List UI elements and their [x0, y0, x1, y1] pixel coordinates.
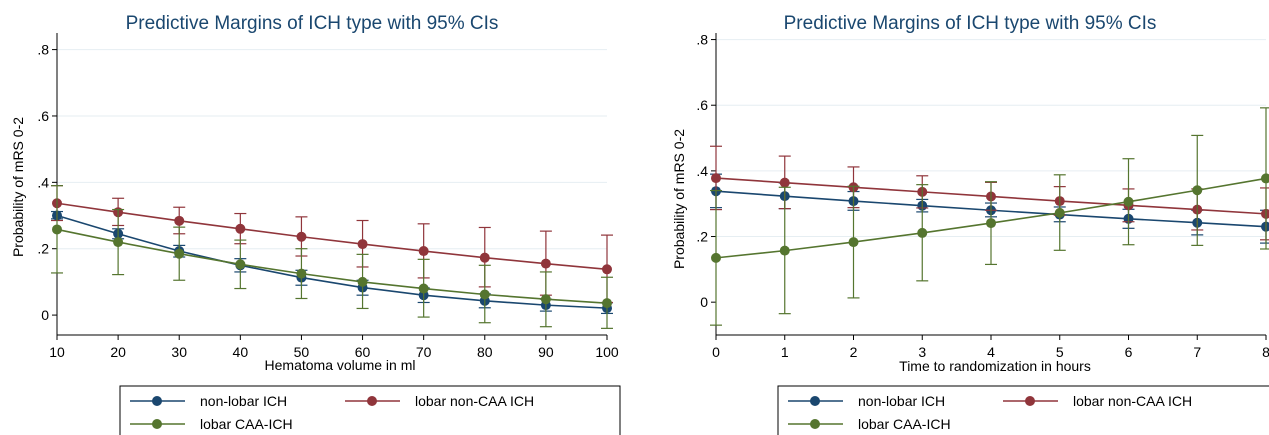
y-tick-label: 0	[700, 294, 708, 310]
data-point	[602, 298, 612, 309]
legend-item: non-lobar ICH	[130, 393, 287, 409]
series-lobar-caa-ich	[710, 107, 1269, 326]
data-point	[296, 268, 307, 279]
x-tick-label: 5	[1056, 344, 1064, 360]
legend-box	[119, 385, 621, 435]
series-line	[56, 228, 608, 304]
data-point	[917, 227, 928, 238]
legend: non-lobar ICH lobar non-CAA ICH lobar CAA-…	[777, 385, 1269, 435]
legend-label: lobar CAA-ICH	[858, 416, 951, 432]
legend-swatch-marker	[367, 396, 377, 406]
chart-title: Predictive Margins of ICH type with 95% …	[784, 13, 1157, 34]
data-point	[113, 237, 124, 248]
data-point	[479, 289, 490, 300]
y-tick-label: .6	[696, 97, 708, 113]
data-point	[779, 245, 790, 256]
series-lobar-non-caa-ich	[710, 145, 1269, 241]
y-tick-label: .4	[696, 163, 708, 179]
data-point	[418, 283, 429, 294]
chart-1: Predictive Margins of ICH type with 95% …	[10, 13, 621, 435]
x-tick-label: 3	[918, 344, 926, 360]
data-point	[235, 223, 246, 234]
x-tick-label: 1	[781, 344, 789, 360]
x-tick-label: 8	[1262, 344, 1269, 360]
y-tick-label: .8	[696, 32, 708, 48]
x-tick-label: 10	[49, 344, 65, 360]
data-point	[711, 173, 721, 184]
data-point	[1054, 207, 1065, 218]
data-point	[479, 252, 490, 263]
legend-swatch-marker	[1025, 396, 1035, 406]
y-axis-label: Probability of mRS 0-2	[671, 129, 687, 269]
data-point	[540, 258, 551, 269]
y-tick-label: .6	[37, 108, 49, 124]
series-lobar-caa-ich	[51, 185, 613, 329]
data-point	[357, 276, 368, 287]
legend-item: non-lobar ICH	[788, 393, 945, 409]
x-tick-label: 7	[1193, 344, 1201, 360]
x-tick-label: 40	[233, 344, 249, 360]
data-point	[1261, 221, 1269, 232]
legend-item: lobar CAA-ICH	[788, 416, 951, 432]
legend-label: lobar CAA-ICH	[200, 416, 293, 432]
legend-box	[777, 385, 1269, 435]
x-axis-label: Time to randomization in hours	[899, 358, 1091, 374]
x-axis-label: Hematoma volume in ml	[265, 357, 416, 373]
legend-label: lobar non-CAA ICH	[415, 393, 534, 409]
chart-title: Predictive Margins of ICH type with 95% …	[126, 13, 499, 34]
legend-swatch-marker	[810, 396, 820, 406]
x-tick-label: 100	[595, 344, 619, 360]
data-point	[1192, 185, 1203, 196]
legend-label: non-lobar ICH	[200, 393, 287, 409]
series-line	[56, 202, 608, 271]
data-point	[540, 294, 551, 305]
legend-item: lobar CAA-ICH	[130, 416, 293, 432]
series-line	[56, 214, 608, 309]
data-point	[52, 224, 62, 235]
series-lobar-non-caa-ich	[51, 185, 613, 304]
y-tick-label: .2	[37, 241, 49, 257]
legend-item: lobar non-CAA ICH	[1003, 393, 1192, 409]
x-tick-label: 70	[416, 344, 432, 360]
data-point	[296, 231, 307, 242]
data-point	[1261, 173, 1269, 184]
legend-item: lobar non-CAA ICH	[345, 393, 534, 409]
y-tick-label: 0	[41, 307, 49, 323]
data-point	[1261, 208, 1269, 219]
legend-label: non-lobar ICH	[858, 393, 945, 409]
legend-swatch-marker	[810, 419, 820, 429]
legend: non-lobar ICH lobar non-CAA ICH lobar CAA-…	[119, 385, 621, 435]
data-point	[174, 248, 185, 259]
y-axis-label: Probability of mRS 0-2	[10, 117, 26, 257]
x-tick-label: 60	[355, 344, 371, 360]
y-tick-label: .2	[696, 229, 708, 245]
x-tick-label: 0	[712, 344, 720, 360]
data-point	[602, 264, 612, 275]
data-point	[174, 215, 185, 226]
data-point	[986, 218, 996, 229]
x-tick-label: 2	[850, 344, 858, 360]
x-tick-label: 50	[294, 344, 310, 360]
data-point	[418, 246, 429, 257]
legend-swatch-marker	[152, 419, 162, 429]
x-tick-label: 80	[477, 344, 493, 360]
legend-label: lobar non-CAA ICH	[1073, 393, 1192, 409]
data-point	[711, 252, 721, 263]
data-point	[848, 237, 859, 248]
x-tick-label: 30	[171, 344, 187, 360]
x-tick-label: 20	[110, 344, 126, 360]
data-point	[357, 239, 368, 250]
x-tick-label: 6	[1125, 344, 1133, 360]
x-tick-label: 90	[538, 344, 554, 360]
data-point	[235, 259, 246, 270]
chart-2: Predictive Margins of ICH type with 95% …	[671, 13, 1269, 435]
y-tick-label: .8	[37, 42, 49, 58]
x-tick-label: 4	[987, 344, 995, 360]
legend-swatch-marker	[152, 396, 162, 406]
y-tick-label: .4	[37, 174, 49, 190]
data-point	[1123, 196, 1134, 207]
data-point	[779, 177, 790, 188]
